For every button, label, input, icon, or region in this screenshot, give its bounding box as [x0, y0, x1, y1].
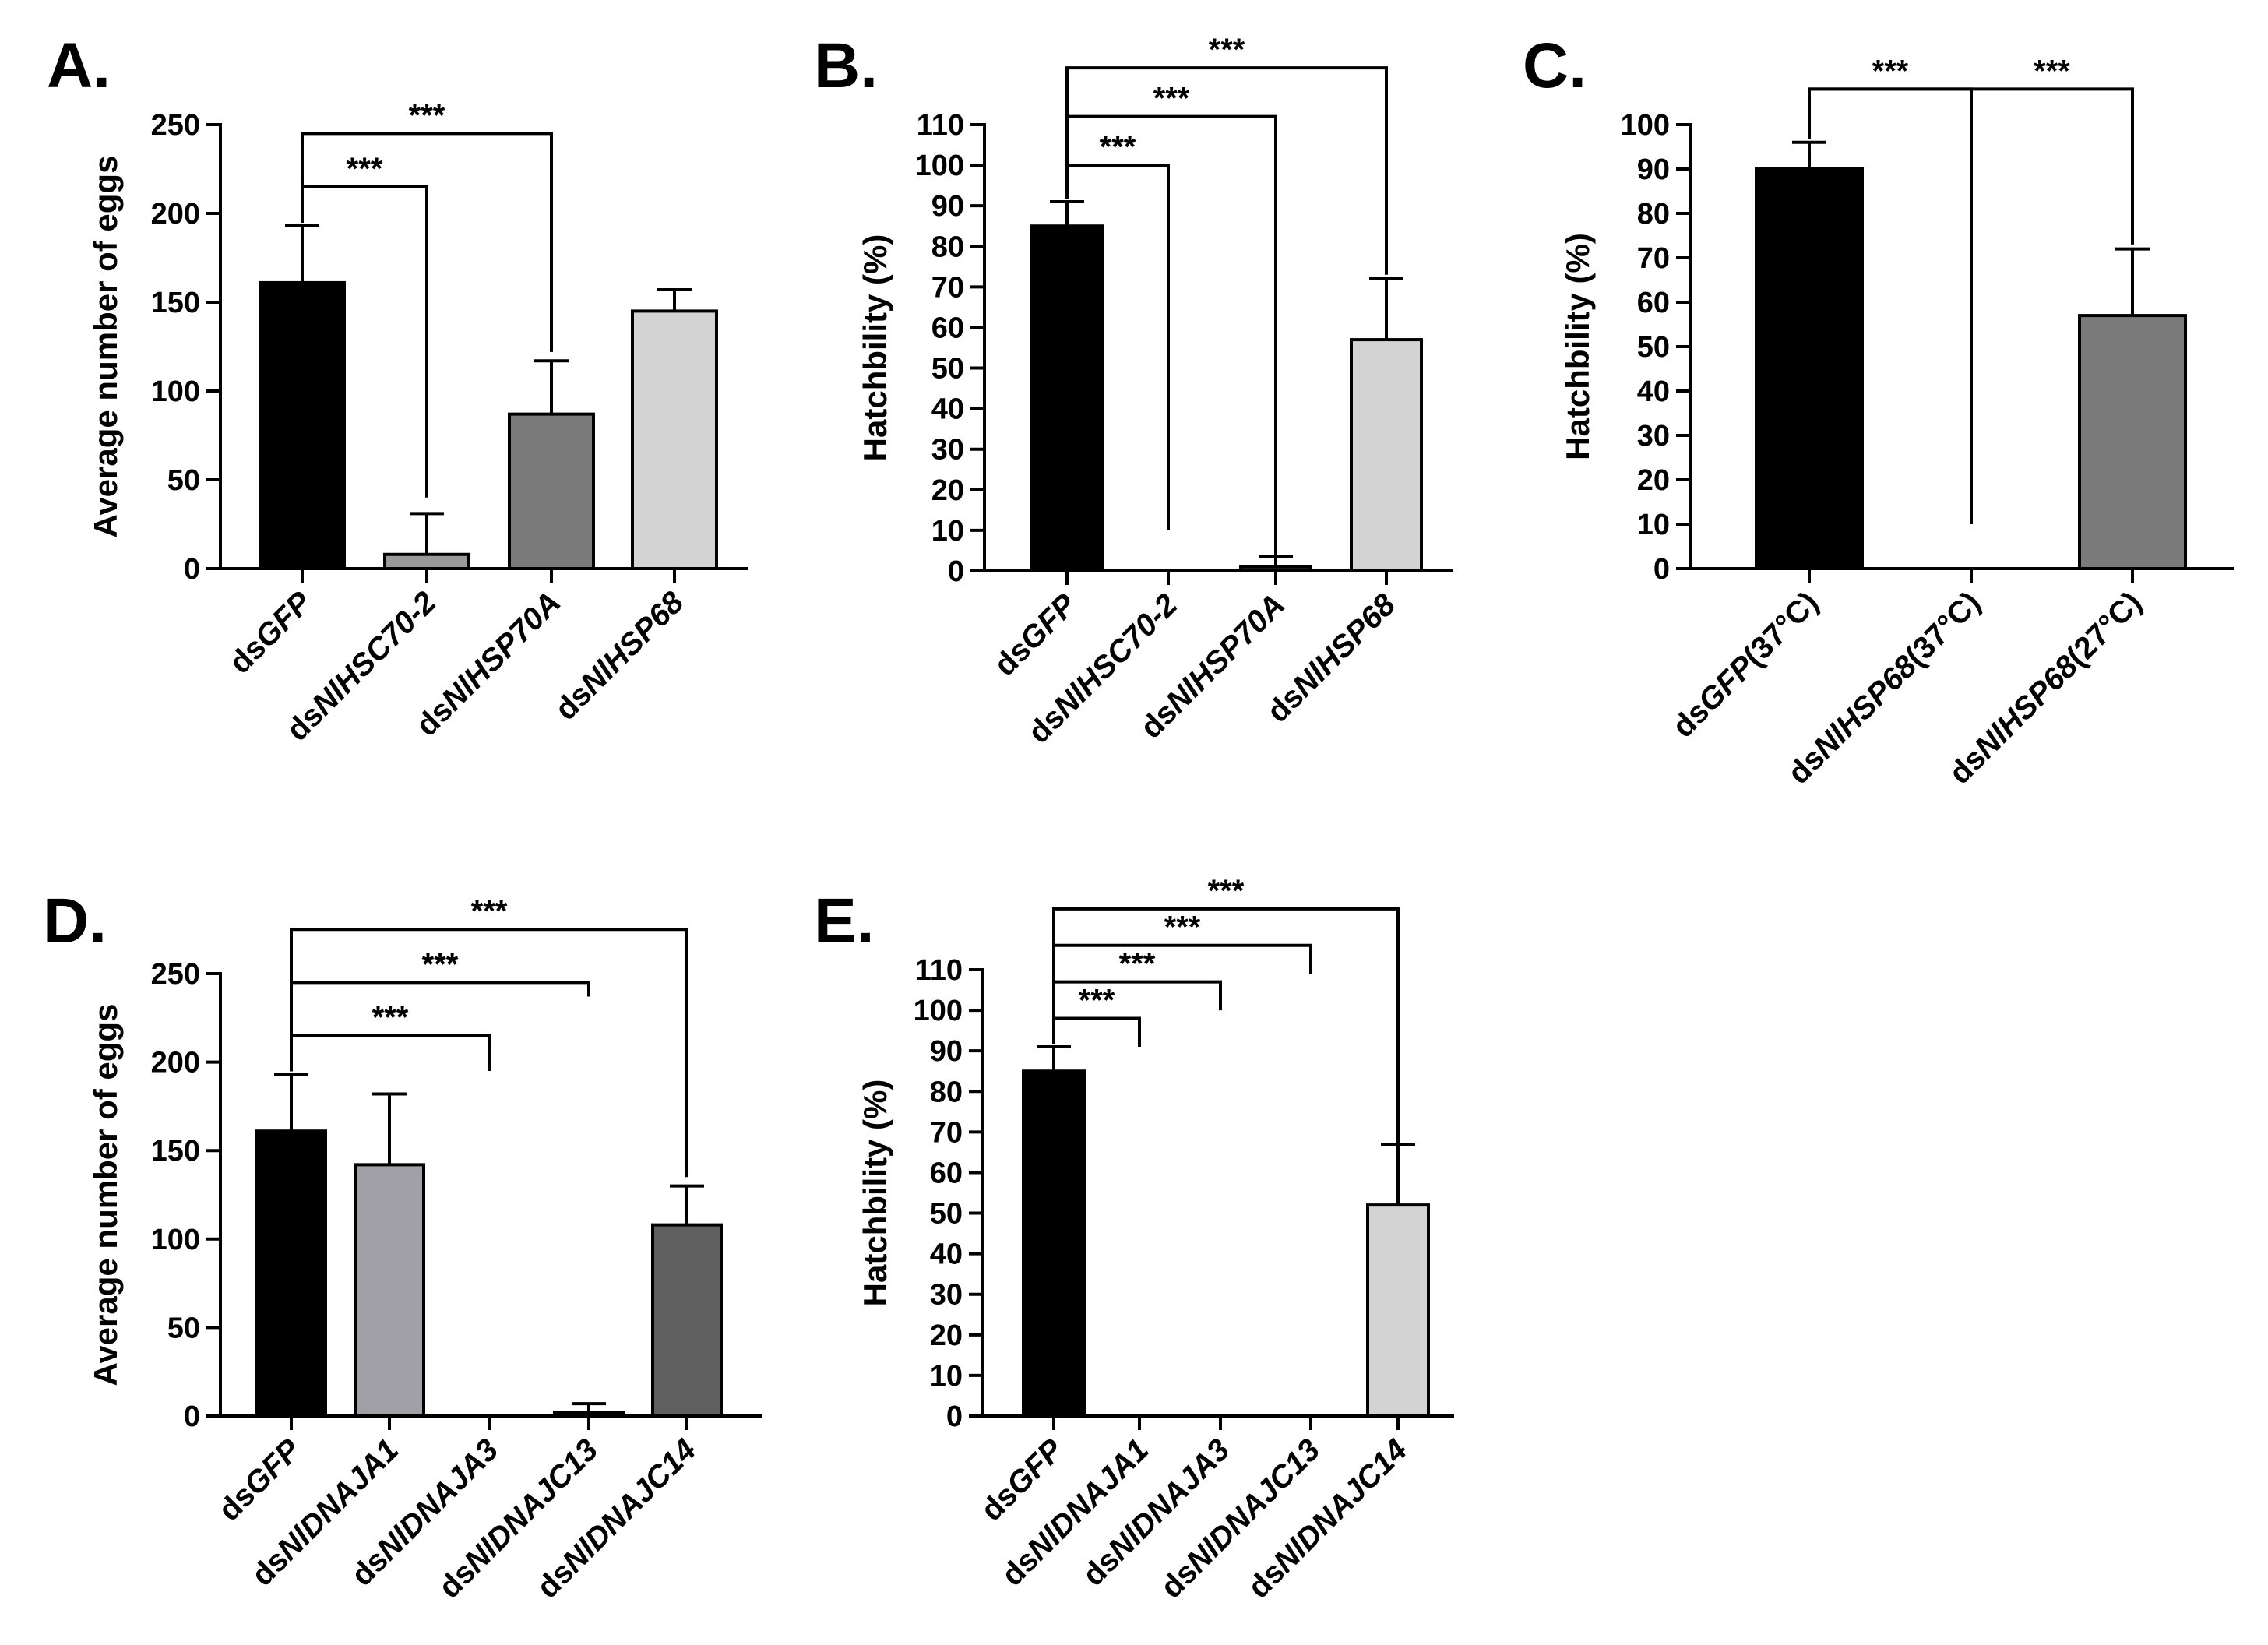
significance-label: *** — [1100, 130, 1136, 164]
y-tick-label: 10 — [932, 515, 964, 548]
panel-letter: B. — [814, 30, 878, 101]
y-tick-label: 0 — [184, 553, 200, 586]
bar — [651, 1223, 723, 1418]
y-tick-label: 50 — [932, 353, 964, 386]
y-axis-label: Average number of eggs — [87, 156, 124, 538]
y-tick-label: 0 — [948, 555, 964, 588]
panel-letter: A. — [47, 30, 111, 101]
y-tick-label: 90 — [1637, 153, 1670, 186]
panel-letter: C. — [1523, 30, 1587, 101]
significance-label: *** — [372, 1001, 409, 1035]
significance-label: *** — [422, 947, 459, 981]
y-axis-label: Hatchbility (%) — [857, 234, 893, 462]
y-tick-label: 20 — [932, 474, 964, 507]
bar — [354, 1163, 425, 1418]
bar — [1022, 1069, 1086, 1418]
significance-bracket — [1065, 66, 1388, 275]
y-tick-label: 80 — [1637, 198, 1670, 231]
y-tick-label: 110 — [917, 109, 964, 142]
y-tick-label: 80 — [930, 1076, 963, 1108]
y-axis-label: Average number of eggs — [87, 1004, 124, 1386]
significance-label: *** — [1164, 911, 1201, 945]
y-tick-label: 70 — [932, 271, 964, 304]
significance-label: *** — [1208, 874, 1245, 908]
y-tick-label: 100 — [1621, 109, 1670, 142]
y-tick-label: 50 — [930, 1198, 963, 1231]
significance-bracket — [301, 132, 553, 352]
bar — [255, 1129, 327, 1418]
y-tick-label: 50 — [167, 464, 200, 497]
y-tick-label: 100 — [914, 995, 963, 1027]
y-tick-label: 90 — [930, 1035, 963, 1068]
significance-label: *** — [1209, 33, 1245, 67]
y-tick-label: 250 — [151, 958, 200, 991]
bar — [259, 280, 346, 570]
y-tick-label: 150 — [151, 1135, 200, 1168]
y-tick-label: 100 — [915, 150, 964, 182]
y-tick-label: 10 — [930, 1360, 963, 1393]
y-tick-label: 100 — [151, 1224, 200, 1256]
y-tick-label: 0 — [184, 1400, 200, 1433]
y-tick-label: 10 — [1637, 509, 1670, 541]
y-tick-label: 110 — [915, 954, 963, 987]
y-axis-label: Hatchbility (%) — [1559, 233, 1596, 460]
y-tick-label: 50 — [167, 1312, 200, 1344]
bar — [631, 309, 718, 570]
significance-bracket — [1052, 907, 1400, 1185]
y-tick-label: 60 — [1637, 287, 1670, 319]
y-tick-label: 30 — [930, 1279, 963, 1312]
bar — [553, 1411, 625, 1418]
y-tick-label: 70 — [1637, 242, 1670, 275]
y-tick-label: 40 — [932, 393, 964, 426]
bar — [1030, 224, 1104, 572]
y-tick-label: 30 — [1637, 420, 1670, 453]
significance-label: *** — [1153, 82, 1190, 116]
y-tick-label: 50 — [1637, 331, 1670, 364]
y-tick-label: 20 — [1637, 464, 1670, 497]
y-tick-label: 20 — [930, 1319, 963, 1352]
significance-label: *** — [1872, 54, 1909, 88]
y-tick-label: 0 — [1653, 553, 1670, 586]
y-tick-label: 200 — [151, 1047, 200, 1080]
bar — [1755, 167, 1864, 570]
significance-label: *** — [409, 98, 446, 132]
y-tick-label: 200 — [151, 198, 200, 231]
bar — [2078, 314, 2187, 570]
significance-label: *** — [1119, 947, 1156, 981]
significance-label: *** — [347, 152, 383, 186]
y-tick-label: 100 — [151, 375, 200, 408]
bar — [383, 552, 470, 571]
significance-bracket — [290, 928, 688, 1178]
y-tick-label: 150 — [151, 287, 200, 319]
significance-label: *** — [2034, 54, 2070, 88]
bar — [1239, 565, 1312, 572]
y-tick-label: 60 — [930, 1157, 963, 1189]
y-tick-label: 30 — [932, 434, 964, 467]
y-tick-label: 0 — [946, 1400, 963, 1433]
bar — [1366, 1203, 1430, 1418]
significance-label: *** — [1079, 984, 1115, 1018]
y-tick-label: 60 — [932, 312, 964, 344]
y-tick-label: 40 — [1637, 375, 1670, 408]
panel-letter: D. — [43, 886, 107, 956]
y-tick-label: 80 — [932, 231, 964, 263]
y-tick-label: 90 — [932, 190, 964, 223]
y-tick-label: 70 — [930, 1116, 963, 1149]
y-tick-label: 250 — [151, 109, 200, 142]
significance-bracket — [1808, 87, 2134, 245]
panel-letter: E. — [814, 886, 874, 956]
significance-label: *** — [471, 894, 508, 928]
y-axis-label: Hatchbility (%) — [857, 1080, 893, 1307]
bar — [1350, 338, 1423, 572]
y-tick-label: 40 — [930, 1238, 963, 1271]
bar — [508, 412, 595, 571]
